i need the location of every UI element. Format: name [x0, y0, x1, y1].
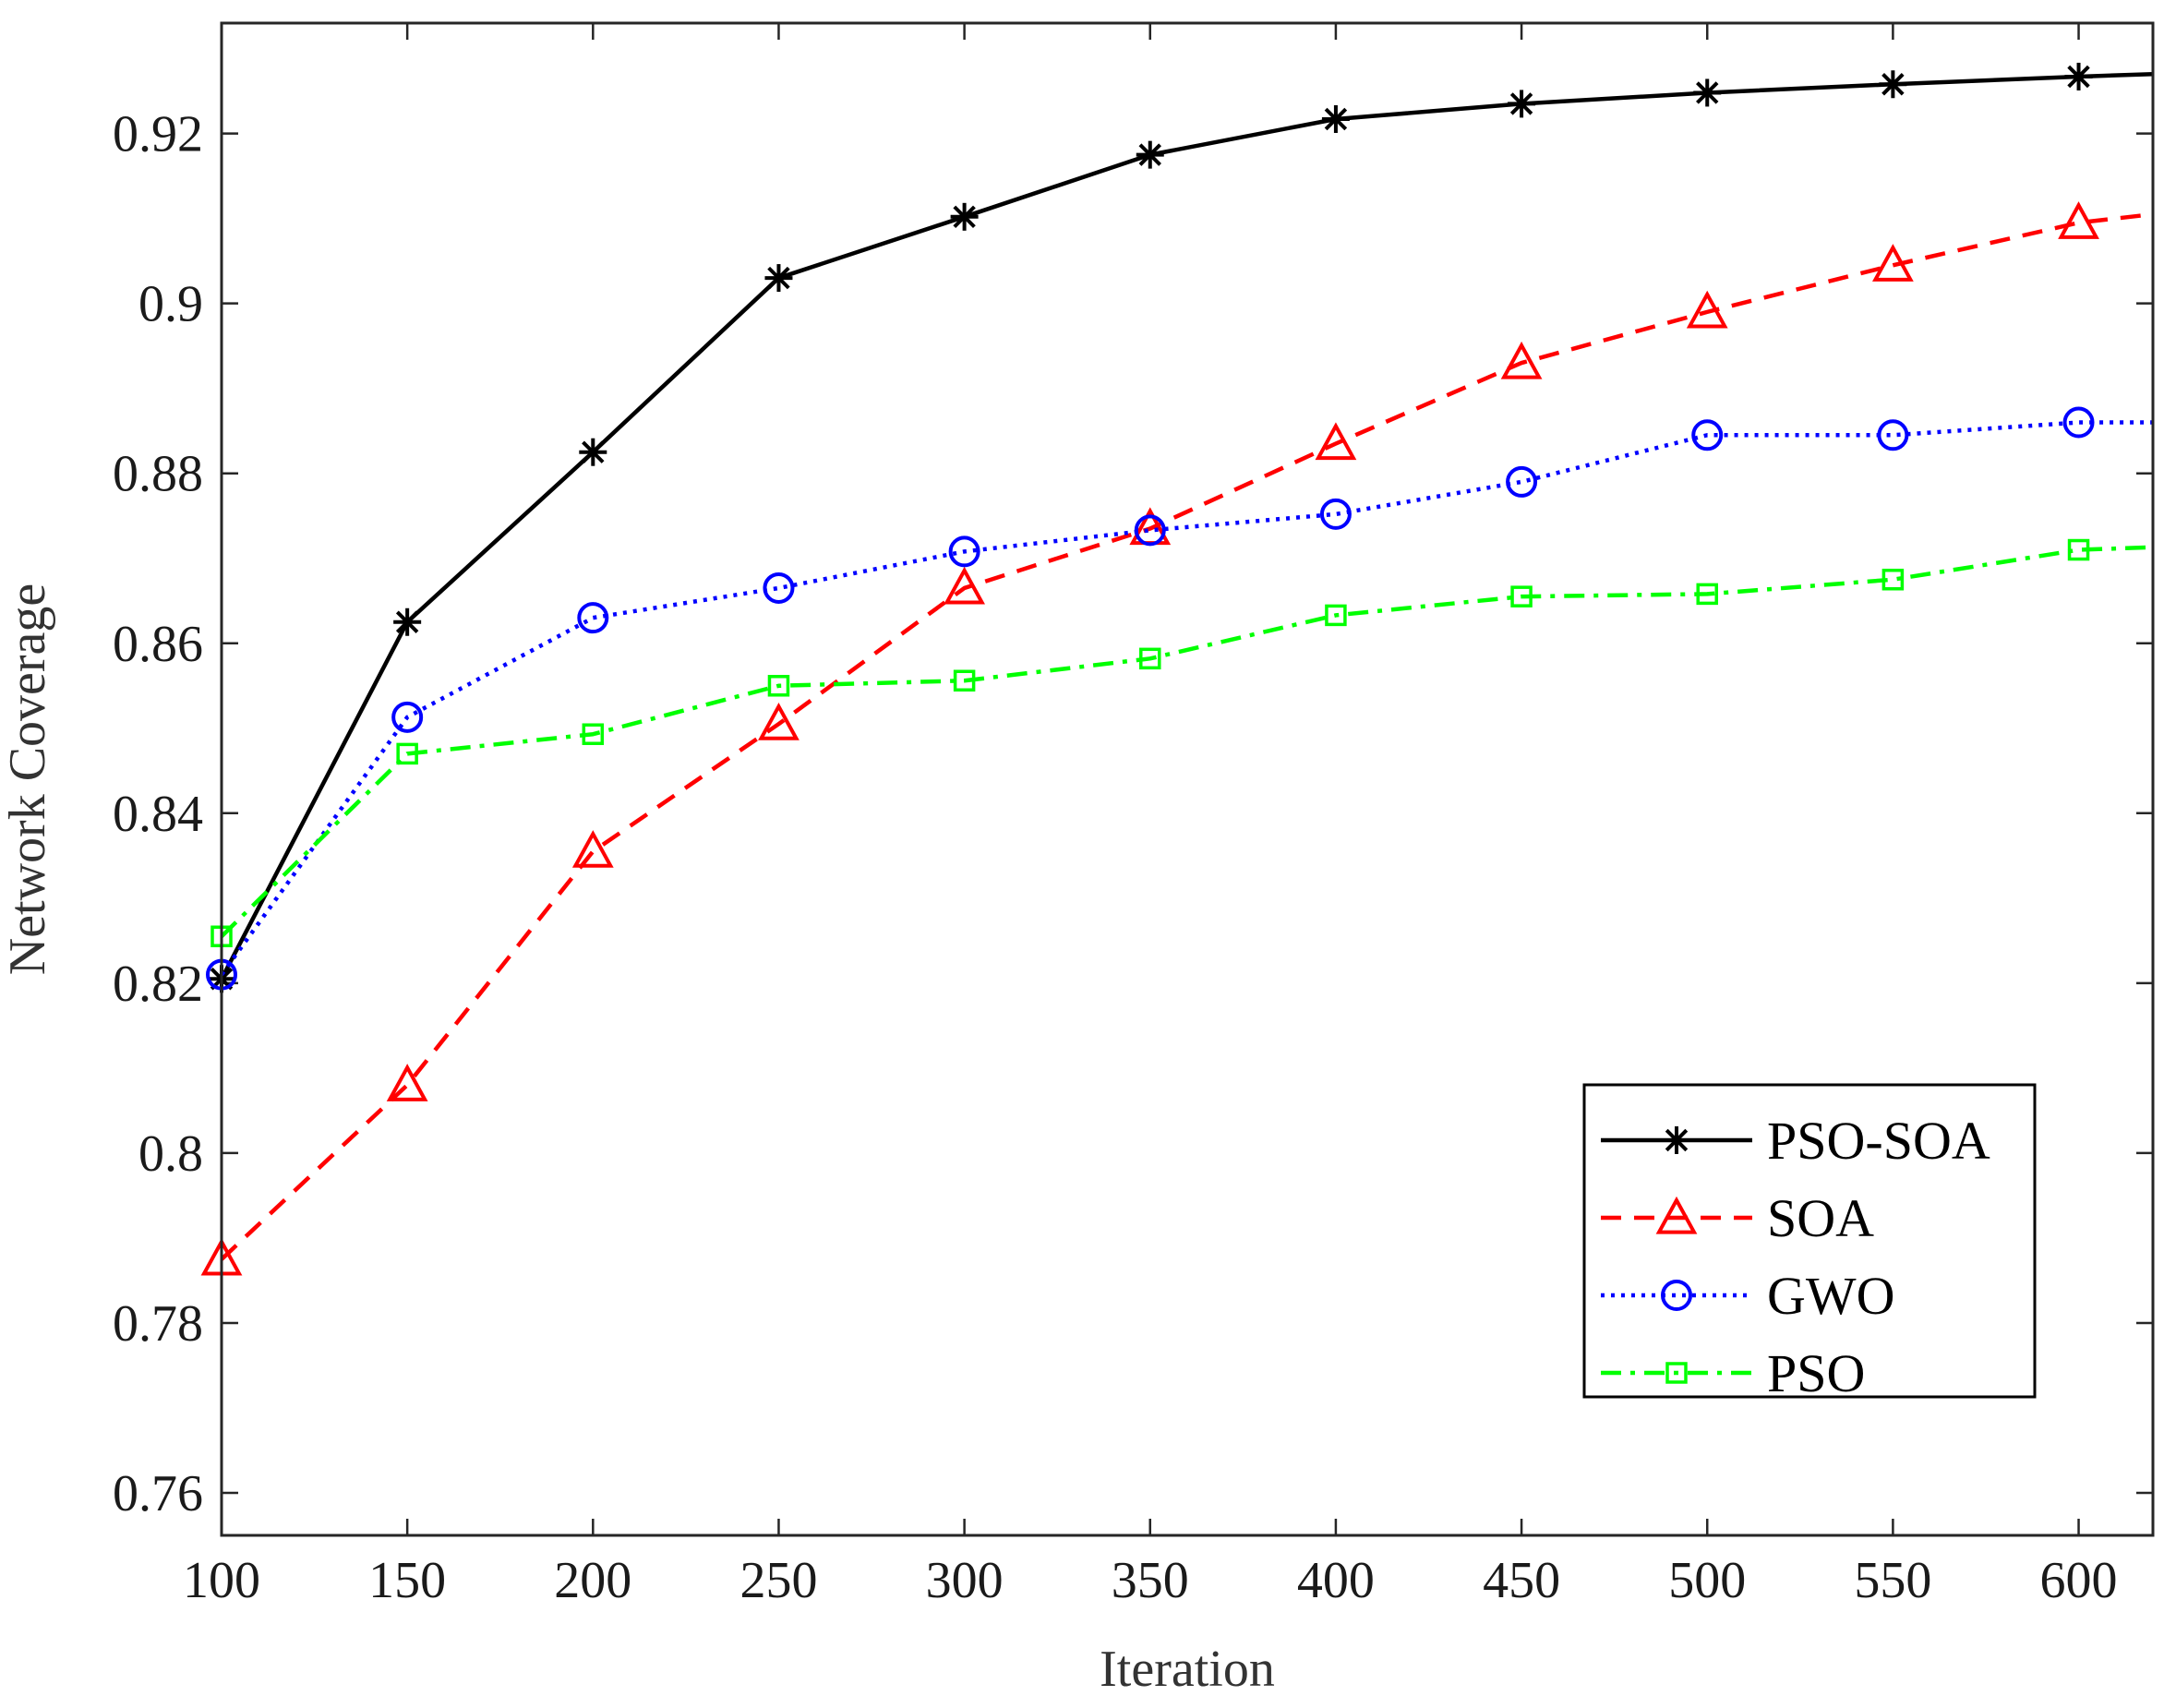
- legend-label: GWO: [1767, 1266, 1895, 1326]
- data-point: [948, 535, 980, 568]
- y-tick-label: 0.92: [113, 106, 203, 163]
- data-point: [1881, 568, 1905, 591]
- x-tick-label: 100: [183, 1552, 260, 1609]
- data-point: [1877, 419, 1909, 451]
- y-axis-label: Network Coverage: [0, 583, 56, 976]
- series-line: [220, 545, 2154, 938]
- data-point: [393, 607, 422, 636]
- y-tick-label: 0.88: [113, 446, 203, 503]
- x-axis-ticks: 100 150 200 250 300 350 400 450 500 550 600: [183, 23, 2118, 1609]
- data-point: [763, 571, 795, 604]
- legend-marker: [1665, 1362, 1688, 1384]
- series-layer: [200, 62, 2154, 1276]
- y-tick-label: 0.84: [113, 786, 203, 843]
- data-point: [1872, 244, 1914, 282]
- data-point: [764, 264, 793, 293]
- series-gwo: [206, 406, 2153, 991]
- y-tick-label: 0.82: [113, 956, 203, 1013]
- x-tick-label: 300: [926, 1552, 1004, 1609]
- data-point: [1315, 422, 1357, 461]
- legend-item: GWO: [1601, 1266, 1895, 1326]
- y-tick-label: 0.78: [113, 1295, 203, 1353]
- data-point: [2062, 406, 2095, 439]
- y-tick-label: 0.86: [113, 616, 203, 673]
- legend-marker: [1663, 1126, 1690, 1154]
- data-point: [1506, 465, 1538, 498]
- legend-marker: [1655, 1196, 1698, 1234]
- x-tick-label: 450: [1483, 1552, 1560, 1609]
- series-pso: [210, 538, 2154, 947]
- axes-box: [220, 21, 2155, 1537]
- data-point: [950, 202, 979, 231]
- data-point: [953, 669, 976, 692]
- series-line: [220, 211, 2154, 1261]
- y-tick-label: 0.76: [113, 1465, 203, 1522]
- legend-box: [1582, 1083, 2037, 1399]
- series-soa: [200, 201, 2154, 1276]
- x-tick-label: 500: [1668, 1552, 1746, 1609]
- x-tick-label: 400: [1297, 1552, 1375, 1609]
- data-point: [1696, 583, 1718, 606]
- data-point: [1693, 78, 1722, 107]
- y-axis-ticks: 0.76 0.78 0.8 0.82 0.84 0.86 0.88 0.9 0.92: [113, 106, 2153, 1522]
- axes-frame: [220, 21, 2155, 1537]
- data-point: [2067, 538, 2090, 561]
- data-point: [582, 723, 605, 745]
- y-tick-label: 0.9: [138, 276, 203, 333]
- data-point: [944, 566, 985, 605]
- legend-item: PSO: [1601, 1343, 1865, 1403]
- x-tick-label: 250: [739, 1552, 817, 1609]
- data-point: [1325, 604, 1347, 627]
- data-point: [1139, 647, 1161, 670]
- data-point: [767, 675, 790, 697]
- data-point: [1500, 341, 1543, 379]
- x-tick-label: 600: [2040, 1552, 2118, 1609]
- data-point: [758, 703, 799, 740]
- data-point: [1508, 90, 1536, 118]
- data-point: [1136, 140, 1164, 169]
- data-point: [1134, 514, 1166, 547]
- legend-item: SOA: [1601, 1188, 1874, 1248]
- series-line: [220, 71, 2154, 980]
- x-tick-label: 350: [1112, 1552, 1189, 1609]
- legend-label: PSO-SOA: [1767, 1111, 1990, 1171]
- data-point: [1510, 585, 1533, 607]
- data-point: [1319, 498, 1352, 530]
- x-tick-label: 150: [368, 1552, 446, 1609]
- y-tick-label: 0.8: [138, 1125, 203, 1183]
- data-point: [1321, 104, 1350, 133]
- data-point: [2058, 201, 2099, 239]
- legend: PSO-SOA SOA GWO PSO: [1582, 1083, 2037, 1403]
- data-point: [571, 830, 614, 868]
- data-point: [1879, 70, 1907, 99]
- data-point: [396, 742, 418, 765]
- legend-item: PSO-SOA: [1601, 1111, 1990, 1171]
- x-tick-label: 550: [1854, 1552, 1931, 1609]
- data-point: [391, 701, 424, 733]
- data-point: [1686, 290, 1728, 329]
- data-point: [577, 602, 609, 634]
- data-point: [1691, 419, 1724, 451]
- legend-label: SOA: [1767, 1188, 1874, 1248]
- x-tick-label: 200: [554, 1552, 631, 1609]
- legend-marker: [1661, 1280, 1692, 1311]
- data-point: [2064, 62, 2093, 90]
- legend-label: PSO: [1767, 1343, 1865, 1403]
- data-point: [579, 438, 607, 466]
- series-pso-soa: [208, 62, 2154, 993]
- x-axis-label: Iteration: [1100, 1641, 1275, 1698]
- data-point: [386, 1064, 428, 1101]
